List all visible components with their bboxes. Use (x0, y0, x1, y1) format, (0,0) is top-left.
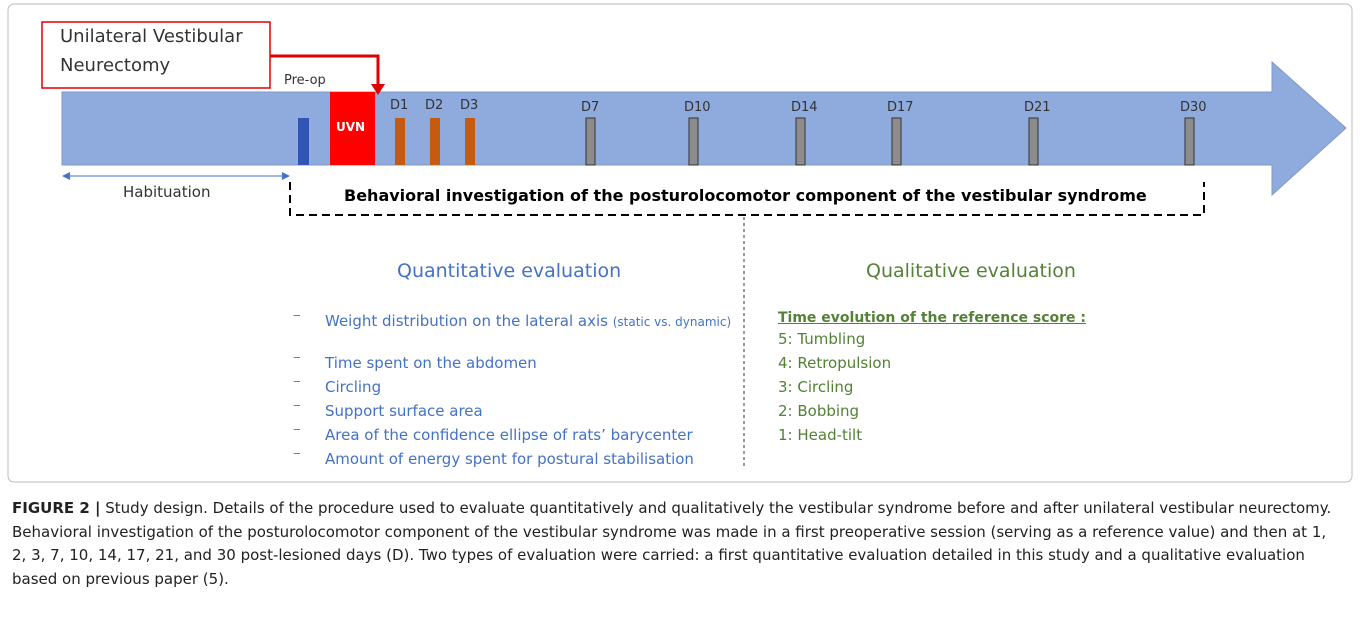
day-marker (585, 117, 596, 166)
bracket-label: Behavioral investigation of the posturol… (344, 186, 1147, 205)
quantitative-item: Circling (325, 378, 745, 396)
dash: ‒ (293, 350, 301, 364)
dash: ‒ (293, 422, 301, 436)
qualitative-item: 3: Circling (778, 378, 854, 396)
item-text: Time spent on the abdomen (325, 354, 537, 372)
day-label: D17 (887, 100, 914, 115)
qualitative-item: 1: Head-tilt (778, 426, 863, 444)
day-label: D21 (1024, 100, 1051, 115)
qualitative-item: 2: Bobbing (778, 402, 860, 420)
day-label: D1 (390, 98, 409, 113)
figure-frame (7, 3, 1353, 483)
preop-marker (298, 118, 309, 165)
callout-arrowhead (371, 84, 385, 95)
day-marker (688, 117, 699, 166)
caption-text: Study design. Details of the procedure u… (12, 499, 1332, 588)
arrowhead (62, 172, 70, 180)
uvn-box (330, 92, 375, 165)
day-label: D2 (425, 98, 444, 113)
quantitative-item: Weight distribution on the lateral axis … (325, 312, 745, 330)
day-marker (1028, 117, 1039, 166)
callout-box (41, 21, 271, 89)
dash: ‒ (293, 398, 301, 412)
qualitative-item: 5: Tumbling (778, 330, 866, 348)
day-label: D3 (460, 98, 479, 113)
preop-label: Pre-op (284, 73, 326, 88)
quantitative-title: Quantitative evaluation (397, 260, 622, 282)
caption: FIGURE 2 | Study design. Details of the … (12, 497, 1342, 591)
day-label: D30 (1180, 100, 1207, 115)
qualitative-subtitle: Time evolution of the reference score : (778, 310, 1087, 326)
quantitative-item: Area of the confidence ellipse of rats’ … (325, 426, 745, 444)
day-marker (465, 118, 475, 165)
item-text: Support surface area (325, 402, 483, 420)
bracket (289, 182, 1205, 216)
quantitative-item: Amount of energy spent for postural stab… (325, 450, 745, 468)
timeline-arrow (61, 60, 1347, 197)
item-text: Area of the confidence ellipse of rats’ … (325, 426, 693, 444)
item-note: (static vs. dynamic) (612, 315, 732, 329)
arrowhead (282, 172, 290, 180)
quantitative-item: Support surface area (325, 402, 745, 420)
dash: ‒ (293, 374, 301, 388)
day-label: D14 (791, 100, 818, 115)
dash: ‒ (293, 446, 301, 460)
callout-arrow (270, 54, 380, 86)
quantitative-item: Time spent on the abdomen (325, 354, 745, 372)
item-text: Weight distribution on the lateral axis (325, 312, 608, 330)
qualitative-item: 4: Retropulsion (778, 354, 892, 372)
day-label: D7 (581, 100, 600, 115)
dash: ‒ (293, 308, 301, 322)
habituation-label: Habituation (123, 183, 211, 201)
day-marker (795, 117, 806, 166)
day-marker (1184, 117, 1195, 166)
day-label: D10 (684, 100, 711, 115)
callout-text: Unilateral Vestibular Neurectomy (60, 26, 243, 76)
day-marker (430, 118, 440, 165)
day-marker (395, 118, 405, 165)
day-marker (891, 117, 902, 166)
item-text: Amount of energy spent for postural stab… (325, 450, 694, 468)
qualitative-title: Qualitative evaluation (866, 260, 1076, 282)
item-text: Circling (325, 378, 382, 396)
caption-label: FIGURE 2 | (12, 499, 101, 517)
uvn-label: UVN (336, 120, 366, 134)
